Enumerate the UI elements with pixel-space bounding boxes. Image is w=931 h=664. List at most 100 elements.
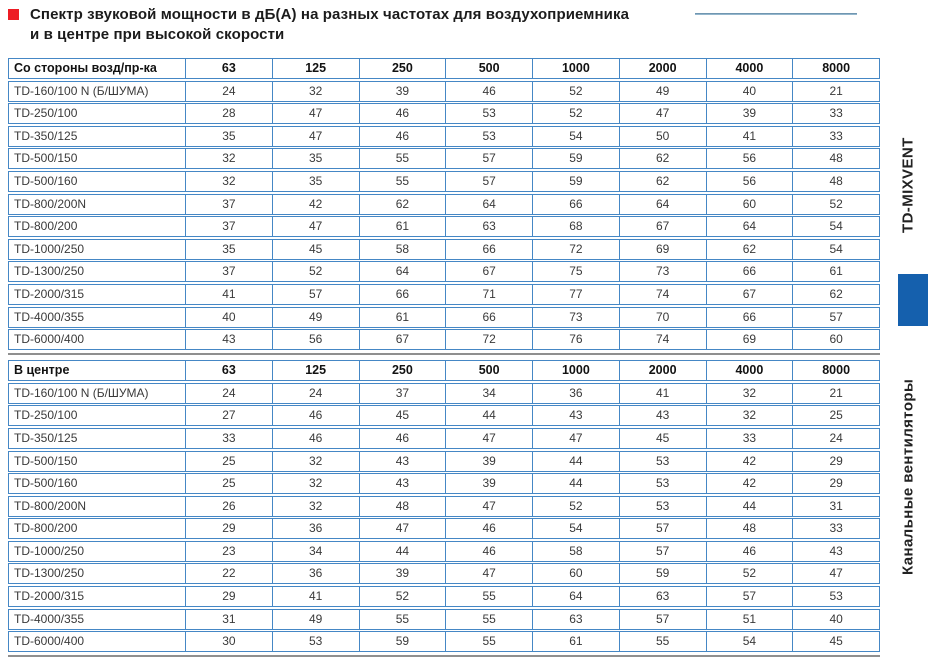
model-name: TD-1000/250 <box>14 241 85 256</box>
value-cell: 47 <box>445 428 532 448</box>
value-cell: 46 <box>445 519 532 539</box>
value-cell: 63 <box>532 609 619 629</box>
value-cell: 24 <box>185 81 272 101</box>
value-cell: 64 <box>705 217 793 237</box>
title-rule <box>695 13 857 15</box>
value-cell: 73 <box>618 262 706 282</box>
frequency-column-header: 1000 <box>532 361 619 381</box>
value-cell: 37 <box>185 217 272 237</box>
value-cell: 67 <box>445 262 532 282</box>
model-name: TD-2000/315 <box>14 589 85 604</box>
value-cell: 61 <box>358 217 446 237</box>
sound-table-center: В центре 63 125 250 500 1000 2000 4000 8000 TD-16… <box>8 360 880 653</box>
value-cell: 66 <box>532 194 619 214</box>
value-cell: 57 <box>618 609 706 629</box>
value-cell: 24 <box>185 383 272 403</box>
value-cell: 57 <box>271 284 359 304</box>
section-divider <box>8 654 880 657</box>
model-name: TD-800/200N <box>14 196 87 211</box>
value-cell: 71 <box>445 284 532 304</box>
value-cell: 34 <box>271 541 359 561</box>
frequency-column-header: 125 <box>271 59 359 78</box>
value-cell: 56 <box>705 149 793 169</box>
value-cell: 52 <box>532 81 619 101</box>
value-cell: 54 <box>532 519 619 539</box>
value-cell: 46 <box>358 428 446 448</box>
frequency-column-header: 4000 <box>705 361 793 381</box>
value-cell: 39 <box>445 474 532 494</box>
value-cell: 52 <box>358 587 446 607</box>
frequency-column-header: 2000 <box>618 59 706 78</box>
red-square-bullet-icon <box>8 9 19 20</box>
value-cell: 41 <box>705 126 793 146</box>
model-name: TD-4000/355 <box>14 309 85 324</box>
value-cell: 49 <box>618 81 706 101</box>
table-row: TD-800/200 29 36 47 46 54 57 48 33 <box>8 518 880 540</box>
value-cell: 36 <box>532 383 619 403</box>
model-name: TD-800/200N <box>14 498 87 513</box>
value-cell: 46 <box>271 406 359 426</box>
value-cell: 59 <box>358 632 446 652</box>
value-cell: 57 <box>618 519 706 539</box>
value-cell: 63 <box>445 217 532 237</box>
value-cell: 44 <box>532 474 619 494</box>
value-cell: 62 <box>705 239 793 259</box>
value-cell: 60 <box>705 194 793 214</box>
value-cell: 59 <box>532 149 619 169</box>
value-cell: 47 <box>445 564 532 584</box>
value-cell: 29 <box>185 587 272 607</box>
value-cell: 74 <box>618 284 706 304</box>
value-cell: 39 <box>358 564 446 584</box>
value-cell: 48 <box>358 496 446 516</box>
value-cell: 21 <box>792 383 879 403</box>
value-cell: 47 <box>792 564 879 584</box>
value-cell: 73 <box>532 307 619 327</box>
value-cell: 25 <box>185 451 272 471</box>
value-cell: 33 <box>792 104 879 124</box>
value-cell: 33 <box>705 428 793 448</box>
model-name: TD-1300/250 <box>14 264 85 279</box>
value-cell: 72 <box>532 239 619 259</box>
value-cell: 35 <box>271 171 359 191</box>
value-cell: 50 <box>618 126 706 146</box>
value-cell: 66 <box>445 239 532 259</box>
value-cell: 55 <box>445 632 532 652</box>
value-cell: 52 <box>271 262 359 282</box>
value-cell: 48 <box>792 171 879 191</box>
value-cell: 45 <box>792 632 879 652</box>
sidebar-category-label: Канальные вентиляторы <box>899 378 917 576</box>
value-cell: 31 <box>185 609 272 629</box>
value-cell: 77 <box>532 284 619 304</box>
value-cell: 46 <box>271 428 359 448</box>
value-cell: 32 <box>185 149 272 169</box>
table-row: TD-160/100 N (Б/ШУМА) 24 24 37 34 36 41 32 21 <box>8 382 880 404</box>
model-name: TD-6000/400 <box>14 332 85 347</box>
value-cell: 27 <box>185 406 272 426</box>
frequency-column-header: 250 <box>358 59 446 78</box>
model-name: TD-2000/315 <box>14 286 85 301</box>
sound-power-tables: Со стороны возд/пр-ка 63 125 250 500 1000 2000… <box>8 58 880 662</box>
value-cell: 54 <box>792 217 879 237</box>
value-cell: 47 <box>618 104 706 124</box>
value-cell: 39 <box>358 81 446 101</box>
value-cell: 44 <box>445 406 532 426</box>
value-cell: 55 <box>618 632 706 652</box>
value-cell: 32 <box>185 171 272 191</box>
value-cell: 43 <box>618 406 706 426</box>
model-name: TD-500/150 <box>14 453 78 468</box>
value-cell: 39 <box>445 451 532 471</box>
value-cell: 67 <box>705 284 793 304</box>
table-row: TD-6000/400 43 56 67 72 76 74 69 60 <box>8 329 880 351</box>
value-cell: 69 <box>618 239 706 259</box>
value-cell: 43 <box>532 406 619 426</box>
model-name: TD-350/125 <box>14 128 78 143</box>
value-cell: 62 <box>618 171 706 191</box>
table-row: TD-1300/250 37 52 64 67 75 73 66 61 <box>8 261 880 283</box>
value-cell: 29 <box>185 519 272 539</box>
value-cell: 42 <box>705 451 793 471</box>
value-cell: 41 <box>185 284 272 304</box>
value-cell: 55 <box>358 149 446 169</box>
value-cell: 62 <box>358 194 446 214</box>
value-cell: 57 <box>705 587 793 607</box>
value-cell: 68 <box>532 217 619 237</box>
